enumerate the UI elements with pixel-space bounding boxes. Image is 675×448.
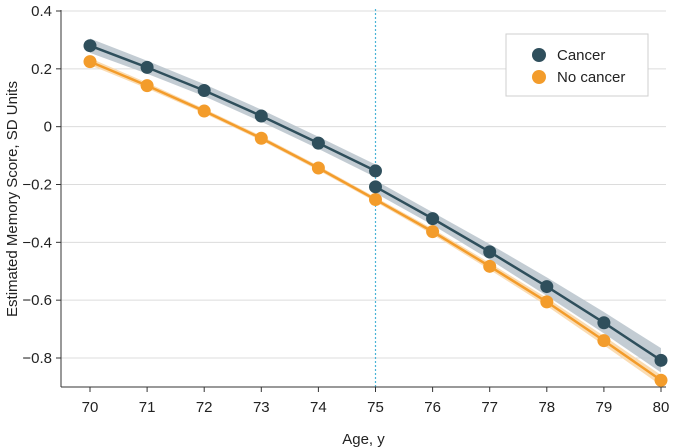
- x-tick-label: 80: [653, 399, 670, 416]
- y-tick-label: −0.4: [22, 234, 52, 251]
- axes: [56, 10, 666, 392]
- x-tick-label: 75: [367, 399, 384, 416]
- legend-marker-cancer: [532, 48, 546, 62]
- x-tick-label: 79: [596, 399, 613, 416]
- data-point-cancer: [140, 60, 154, 74]
- ci-band-cancer: [375, 180, 661, 373]
- data-point-no-cancer: [254, 131, 268, 145]
- data-point-no-cancer: [597, 334, 611, 348]
- data-point-cancer: [369, 180, 382, 194]
- series-points: [83, 39, 668, 387]
- data-point-no-cancer: [197, 104, 211, 118]
- data-point-cancer: [254, 109, 268, 123]
- legend-label-cancer: Cancer: [557, 47, 605, 64]
- data-point-cancer: [426, 212, 440, 226]
- data-point-cancer: [83, 39, 97, 53]
- data-point-cancer: [197, 84, 211, 98]
- y-tick-label: 0.2: [31, 61, 52, 78]
- data-point-no-cancer: [369, 193, 382, 207]
- series-line-cancer: [89, 44, 377, 173]
- x-tick-label: 78: [538, 399, 555, 416]
- x-tick-label: 70: [82, 399, 99, 416]
- data-point-no-cancer: [426, 225, 440, 239]
- legend-box: [505, 33, 649, 97]
- y-tick-label: −0.6: [22, 292, 52, 309]
- legend-marker-no-cancer: [532, 70, 546, 84]
- ci-band-cancer: [90, 38, 376, 178]
- data-point-cancer: [540, 280, 554, 294]
- x-axis-title: Age, y: [342, 431, 385, 448]
- tick-labels: 0.4 0.2 0 −0.2 −0.4 −0.6 −0.8 70 71 72 73 74 75 76 77 7…: [22, 3, 669, 416]
- data-point-cancer: [597, 316, 611, 330]
- y-axis-title: Estimated Memory Score, SD Units: [4, 81, 21, 317]
- x-tick-label: 76: [424, 399, 441, 416]
- data-point-no-cancer: [311, 161, 325, 175]
- data-point-cancer: [369, 164, 382, 178]
- data-point-no-cancer: [140, 79, 154, 93]
- x-tick-label: 77: [481, 399, 498, 416]
- x-tick-label: 71: [139, 399, 156, 416]
- legend: Cancer No cancer: [505, 33, 649, 97]
- legend-label-no-cancer: No cancer: [557, 69, 625, 86]
- data-point-cancer: [483, 245, 497, 259]
- x-tick-label: 74: [310, 399, 327, 416]
- x-tick-label: 72: [196, 399, 213, 416]
- y-tick-label: 0: [44, 119, 52, 136]
- data-point-no-cancer: [540, 295, 554, 309]
- y-tick-label: 0.4: [31, 3, 52, 20]
- data-point-no-cancer: [83, 55, 97, 69]
- data-point-cancer: [311, 136, 325, 150]
- x-tick-label: 73: [253, 399, 270, 416]
- data-point-no-cancer: [654, 373, 668, 387]
- series-line-cancer: [374, 185, 662, 362]
- data-point-cancer: [654, 353, 668, 367]
- y-tick-label: −0.2: [22, 177, 52, 194]
- data-point-no-cancer: [483, 259, 497, 273]
- y-tick-label: −0.8: [22, 350, 52, 367]
